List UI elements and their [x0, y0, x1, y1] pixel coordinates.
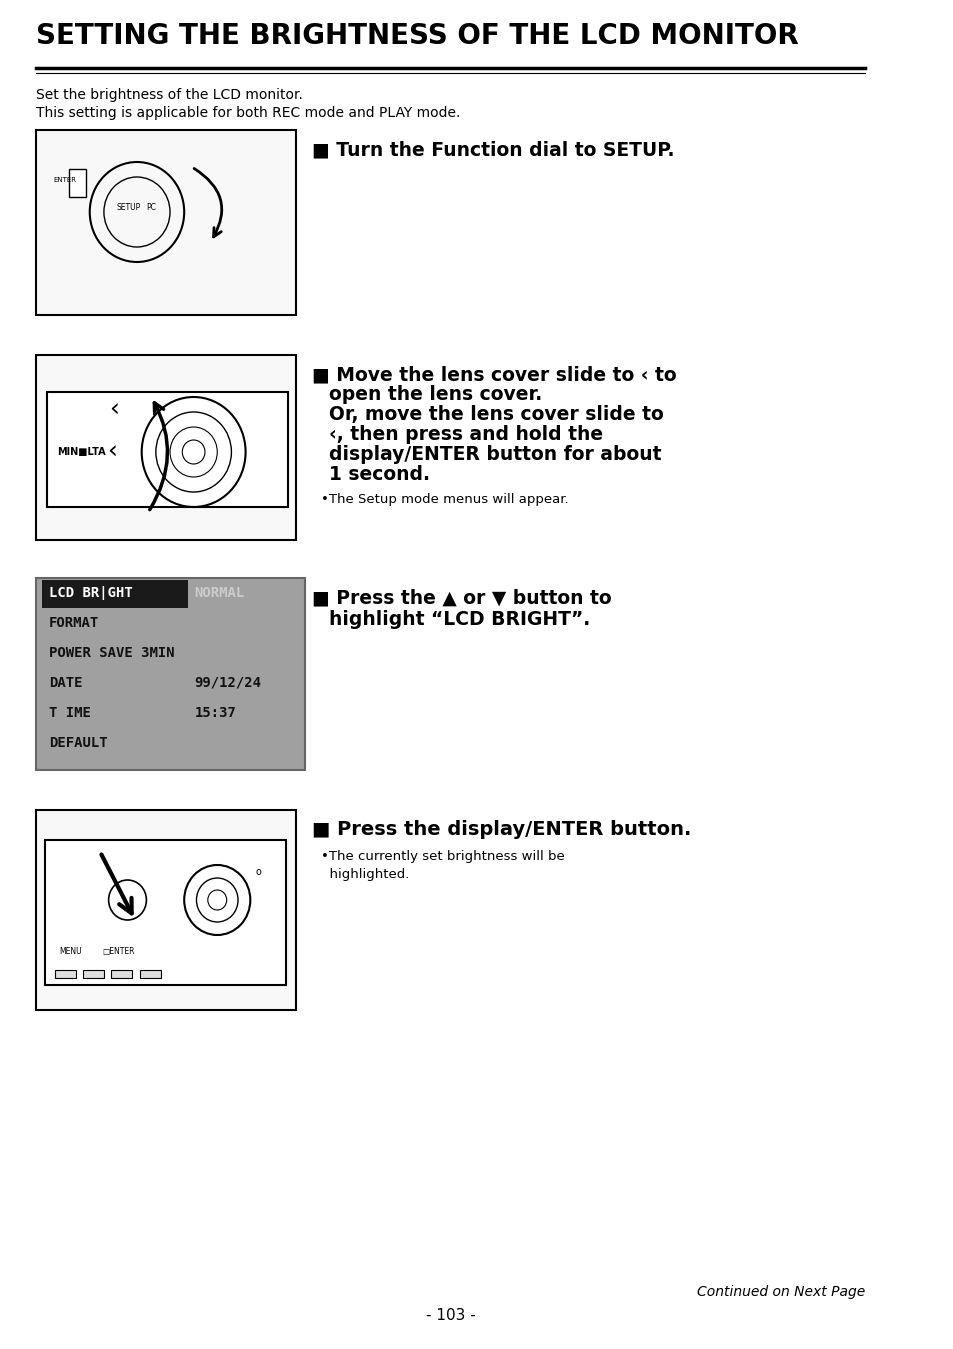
- Text: PC: PC: [146, 202, 156, 212]
- Text: FORMAT: FORMAT: [49, 616, 99, 630]
- Text: Or, move the lens cover slide to: Or, move the lens cover slide to: [329, 405, 662, 424]
- Text: T IME: T IME: [49, 706, 91, 720]
- Bar: [48, 393, 288, 507]
- Text: SETTING THE BRIGHTNESS OF THE LCD MONITOR: SETTING THE BRIGHTNESS OF THE LCD MONITO…: [36, 22, 798, 50]
- Bar: [36, 130, 295, 316]
- Text: POWER SAVE 3MIN: POWER SAVE 3MIN: [49, 646, 174, 660]
- Text: ■ Press the ▲ or ▼ button to: ■ Press the ▲ or ▼ button to: [312, 588, 611, 607]
- Text: o: o: [254, 867, 260, 877]
- Bar: [112, 970, 132, 978]
- Bar: [69, 169, 86, 197]
- Text: 15:37: 15:37: [194, 706, 236, 720]
- Text: - 103 -: - 103 -: [425, 1309, 475, 1323]
- Bar: [83, 970, 104, 978]
- Text: ENTER: ENTER: [52, 177, 76, 183]
- Text: MIN■LTA: MIN■LTA: [56, 447, 105, 457]
- Text: DATE: DATE: [49, 676, 83, 689]
- Bar: [54, 970, 75, 978]
- Bar: [36, 809, 295, 1010]
- Text: ■ Move the lens cover slide to ‹ to: ■ Move the lens cover slide to ‹ to: [312, 366, 676, 384]
- FancyArrowPatch shape: [193, 169, 221, 237]
- Text: ‹: ‹: [110, 398, 119, 422]
- Text: MENU: MENU: [59, 947, 82, 956]
- Text: •The currently set brightness will be: •The currently set brightness will be: [321, 850, 564, 863]
- Text: □ENTER: □ENTER: [102, 947, 134, 956]
- Text: display∕ENTER button for about: display∕ENTER button for about: [329, 445, 660, 464]
- Text: open the lens cover.: open the lens cover.: [329, 384, 541, 403]
- Text: Continued on Next Page: Continued on Next Page: [697, 1286, 864, 1299]
- Text: 1 second.: 1 second.: [329, 465, 429, 484]
- Bar: [46, 840, 286, 985]
- Bar: [42, 580, 188, 608]
- Text: NORMAL: NORMAL: [194, 585, 245, 600]
- Text: 99/12/24: 99/12/24: [194, 676, 261, 689]
- Text: DEFAULT: DEFAULT: [49, 737, 108, 750]
- Text: highlighted.: highlighted.: [321, 867, 409, 881]
- Text: LCD BR|GHT: LCD BR|GHT: [49, 585, 132, 600]
- Text: highlight “LCD BRIGHT”.: highlight “LCD BRIGHT”.: [329, 610, 589, 629]
- Text: ■ Turn the Function dial to SETUP.: ■ Turn the Function dial to SETUP.: [312, 140, 674, 159]
- Text: ‹, then press and hold the: ‹, then press and hold the: [329, 425, 602, 444]
- Bar: [36, 355, 295, 540]
- Bar: [140, 970, 160, 978]
- Bar: [36, 577, 305, 770]
- Text: ■ Press the display/ENTER button.: ■ Press the display/ENTER button.: [312, 820, 690, 839]
- Text: Set the brightness of the LCD monitor.: Set the brightness of the LCD monitor.: [36, 88, 302, 103]
- FancyArrowPatch shape: [150, 403, 168, 510]
- Text: •The Setup mode menus will appear.: •The Setup mode menus will appear.: [321, 492, 568, 506]
- Text: SETUP: SETUP: [116, 202, 140, 212]
- Text: ‹: ‹: [107, 440, 116, 464]
- FancyArrowPatch shape: [101, 854, 132, 913]
- Text: This setting is applicable for both REC mode and PLAY mode.: This setting is applicable for both REC …: [36, 107, 459, 120]
